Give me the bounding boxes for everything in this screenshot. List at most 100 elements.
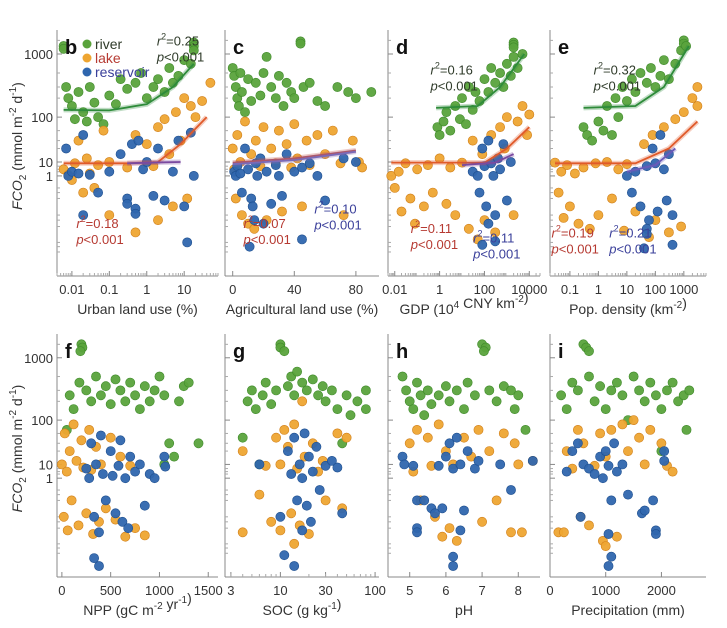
point-river: [501, 58, 512, 69]
x-tick-label: 100: [645, 282, 667, 297]
panel-h: 5 6 7 8 pH h: [387, 334, 540, 618]
x-tick-label: 3: [227, 583, 234, 598]
point-lake: [600, 541, 611, 551]
x-tick-label: 5: [406, 583, 413, 598]
point-lake: [190, 112, 201, 122]
x-axis-title: Agricultural land use (%): [226, 301, 379, 317]
point-reservoir: [314, 485, 325, 495]
point-reservoir: [110, 508, 121, 519]
point-lake: [664, 227, 674, 238]
point-reservoir: [659, 446, 670, 456]
point-lake: [167, 201, 178, 212]
point-lake: [433, 419, 444, 430]
point-reservoir: [93, 187, 103, 198]
point-river: [282, 381, 293, 392]
point-lake: [289, 538, 300, 549]
point-reservoir: [483, 218, 494, 229]
series-reservoir: [397, 432, 538, 571]
point-river: [673, 396, 683, 407]
series-reservoir: [254, 428, 348, 571]
point-river: [105, 399, 116, 410]
x-tick-label: 1500: [194, 583, 223, 598]
point-river: [445, 125, 456, 136]
panel-label: f: [65, 341, 72, 363]
point-lake: [678, 107, 689, 117]
point-lake: [463, 223, 474, 234]
point-reservoir: [490, 236, 501, 247]
point-lake: [565, 201, 575, 212]
point-river: [183, 377, 194, 388]
series-lake: [237, 396, 352, 549]
x-tick-label: 1000: [669, 282, 698, 297]
point-reservoir: [488, 170, 499, 181]
point-reservoir: [639, 505, 650, 516]
point-river: [320, 396, 331, 407]
point-lake: [289, 119, 300, 129]
point-lake: [602, 157, 612, 167]
point-reservoir: [149, 473, 160, 484]
point-reservoir: [100, 495, 111, 506]
point-reservoir: [115, 435, 126, 446]
point-reservoir: [598, 473, 608, 484]
point-river: [75, 346, 86, 357]
series-river: [432, 37, 528, 140]
point-river: [125, 377, 136, 388]
annotation-r2-lake: r2=0.11: [411, 219, 452, 236]
point-lake: [437, 531, 448, 542]
point-reservoir: [667, 239, 678, 250]
point-lake: [104, 157, 115, 167]
point-reservoir: [277, 190, 287, 201]
point-reservoir: [472, 170, 483, 181]
point-lake: [506, 527, 516, 538]
point-river: [292, 366, 302, 377]
point-lake: [584, 520, 594, 531]
point-river: [490, 77, 501, 88]
point-lake: [197, 96, 207, 106]
point-river: [444, 396, 455, 407]
panel-label: i: [558, 341, 564, 363]
point-river: [320, 101, 330, 111]
point-river: [271, 385, 281, 396]
point-lake: [130, 227, 141, 238]
point-reservoir: [448, 561, 458, 571]
point-lake: [593, 210, 604, 220]
panel-label: g: [233, 341, 245, 363]
point-river: [89, 97, 100, 108]
point-reservoir: [408, 460, 419, 471]
point-reservoir: [350, 157, 361, 167]
point-lake: [617, 419, 628, 430]
point-reservoir: [440, 451, 451, 462]
point-river: [360, 385, 371, 396]
point-river: [556, 390, 566, 401]
point-reservoir: [561, 466, 572, 477]
point-lake: [205, 77, 216, 88]
annotation-r2-river: r2=0.16: [431, 60, 473, 77]
x-tick-label: 500: [100, 583, 122, 598]
point-river: [86, 396, 97, 407]
point-reservoir: [575, 511, 586, 522]
panel-label: h: [396, 341, 408, 363]
point-lake: [473, 424, 484, 435]
point-reservoir: [603, 529, 614, 539]
point-lake: [634, 432, 644, 443]
point-reservoir: [639, 243, 649, 254]
point-reservoir: [117, 516, 128, 527]
point-reservoir: [243, 164, 253, 175]
point-lake: [139, 530, 150, 541]
point-lake: [312, 130, 323, 140]
point-lake: [64, 446, 75, 456]
point-lake: [347, 135, 358, 146]
point-lake: [477, 516, 487, 527]
point-reservoir: [477, 143, 488, 154]
point-reservoir: [474, 187, 485, 198]
point-river: [266, 399, 277, 410]
point-lake: [687, 93, 698, 103]
point-river: [617, 390, 628, 401]
point-reservoir: [448, 463, 458, 474]
point-river: [573, 385, 583, 396]
point-lake: [141, 139, 152, 149]
